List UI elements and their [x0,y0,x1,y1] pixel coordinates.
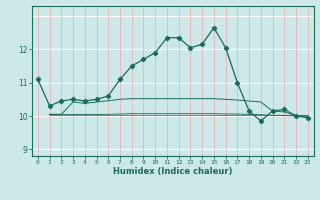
X-axis label: Humidex (Indice chaleur): Humidex (Indice chaleur) [113,167,233,176]
